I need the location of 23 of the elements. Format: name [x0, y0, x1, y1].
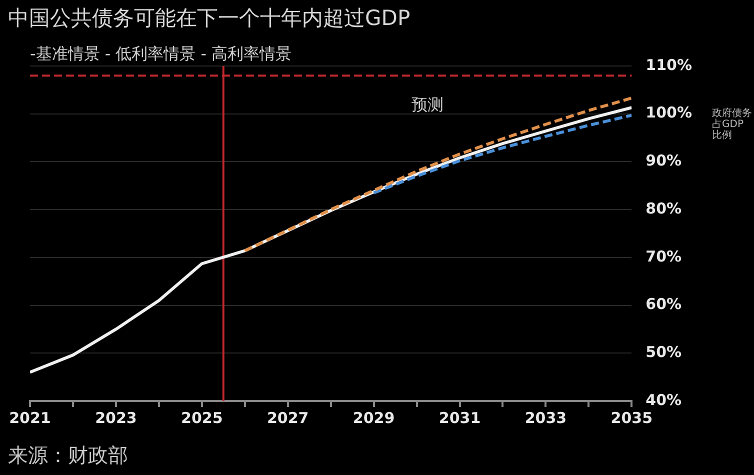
y-tick-label: 70%: [646, 247, 682, 266]
chart-title: 中国公共债务可能在下一个十年内超过GDP: [8, 5, 410, 32]
y-tick-label: 110%: [646, 56, 692, 74]
y-tick-label: 60%: [646, 295, 682, 314]
y-tick-label: 80%: [646, 199, 682, 218]
line-series: [372, 114, 632, 194]
x-tick-label: 2035: [610, 408, 653, 427]
x-tick-label: 2033: [524, 408, 567, 427]
chart-subtitle: -基准情景 - 低利率情景 - 高利率情景: [30, 44, 292, 65]
x-tick-label: 2031: [438, 408, 481, 427]
y-tick-label: 90%: [646, 152, 682, 170]
annotation: 预测: [412, 95, 444, 114]
y-tick-label: 100%: [646, 104, 692, 122]
x-tick-label: 2021: [9, 408, 51, 427]
y-axis-title: 政府债务占GDP比例: [712, 108, 752, 141]
line-series: [243, 96, 632, 252]
x-tick-label: 2029: [352, 408, 395, 427]
x-tick-label: 2023: [95, 408, 137, 427]
y-tick-label: 40%: [646, 390, 682, 409]
y-tick-label: 50%: [646, 343, 682, 362]
x-tick-label: 2025: [181, 408, 223, 427]
x-tick-label: 2027: [266, 408, 309, 427]
source-note: 来源：财政部: [8, 442, 128, 469]
